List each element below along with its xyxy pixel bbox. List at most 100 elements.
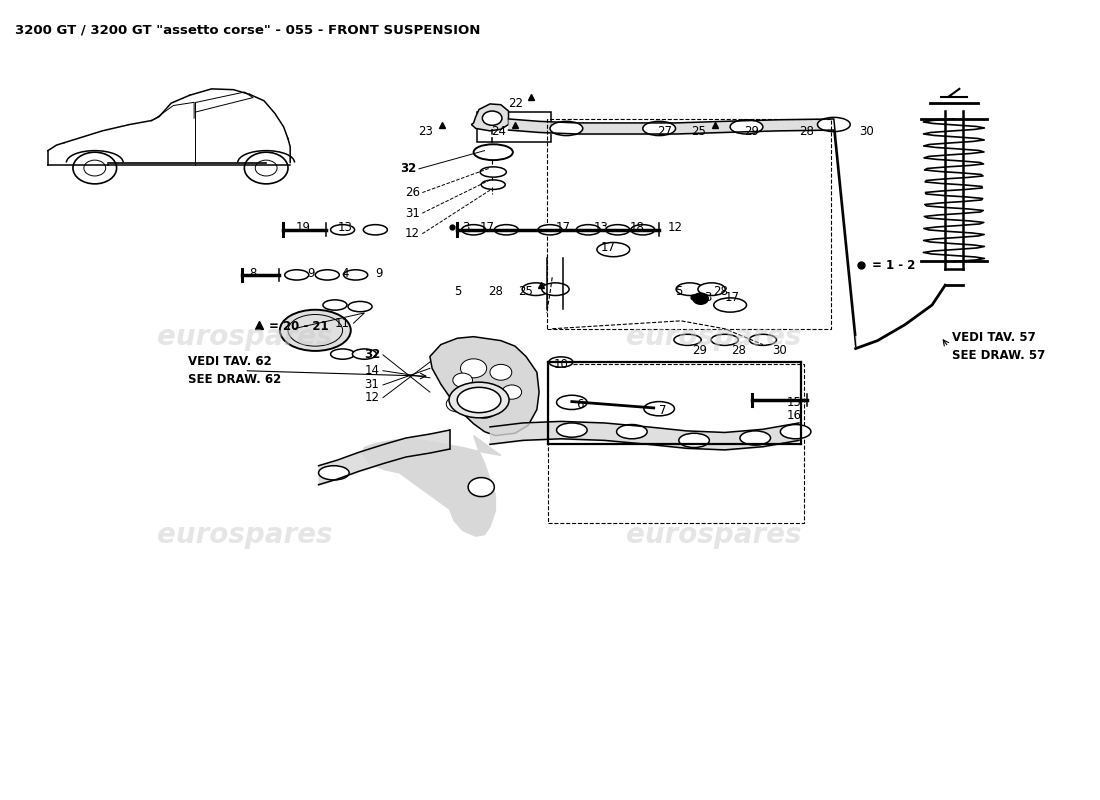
Text: 17: 17 (601, 241, 615, 254)
Text: 32: 32 (400, 162, 416, 175)
Circle shape (473, 401, 496, 418)
Text: 17: 17 (480, 221, 494, 234)
Text: = 1 - 2: = 1 - 2 (872, 259, 915, 272)
Text: 6: 6 (575, 398, 583, 411)
Text: 15: 15 (788, 396, 802, 409)
Text: 3200 GT / 3200 GT "assetto corse" - 055 - FRONT SUSPENSION: 3200 GT / 3200 GT "assetto corse" - 055 … (15, 24, 481, 37)
Text: 3: 3 (463, 221, 470, 234)
Ellipse shape (676, 283, 703, 295)
Circle shape (447, 396, 469, 412)
Text: 29: 29 (745, 125, 759, 138)
Text: 24: 24 (492, 125, 506, 138)
Ellipse shape (316, 270, 339, 280)
Ellipse shape (557, 395, 587, 410)
Polygon shape (430, 337, 539, 436)
Text: 27: 27 (657, 125, 672, 138)
Bar (548, 364, 804, 522)
Circle shape (453, 373, 473, 387)
Text: = 20 - 21: = 20 - 21 (270, 320, 329, 333)
Circle shape (482, 111, 502, 126)
Ellipse shape (617, 425, 647, 438)
Ellipse shape (730, 120, 763, 134)
Ellipse shape (644, 402, 674, 416)
Circle shape (502, 385, 521, 399)
Ellipse shape (714, 298, 747, 312)
Text: 28: 28 (732, 345, 746, 358)
Bar (477, 112, 551, 142)
Ellipse shape (576, 225, 601, 235)
Text: eurospares: eurospares (156, 322, 332, 350)
Ellipse shape (697, 283, 725, 295)
Ellipse shape (331, 225, 354, 235)
Ellipse shape (740, 431, 770, 445)
Text: 23: 23 (418, 125, 433, 138)
Text: 30: 30 (859, 125, 874, 138)
Circle shape (469, 478, 494, 497)
Text: 13: 13 (338, 221, 352, 234)
Ellipse shape (480, 167, 506, 177)
Ellipse shape (449, 382, 509, 418)
Polygon shape (362, 436, 500, 536)
Text: 28: 28 (799, 125, 814, 138)
Text: 32: 32 (364, 348, 381, 362)
Ellipse shape (597, 242, 629, 257)
Ellipse shape (557, 423, 587, 438)
Text: 16: 16 (786, 410, 802, 422)
Text: 22: 22 (508, 97, 522, 110)
Ellipse shape (462, 225, 485, 235)
Text: 31: 31 (405, 206, 420, 220)
Ellipse shape (817, 118, 850, 132)
Text: 31: 31 (364, 378, 380, 391)
Bar (547, 119, 830, 329)
Circle shape (461, 359, 486, 378)
Text: 25: 25 (691, 125, 706, 138)
Text: 18: 18 (630, 221, 645, 234)
Text: 17: 17 (725, 290, 740, 303)
Ellipse shape (522, 283, 550, 295)
Text: 13: 13 (594, 221, 608, 234)
Text: 8: 8 (250, 267, 256, 280)
Text: 12: 12 (405, 227, 420, 240)
Text: 5: 5 (454, 285, 462, 298)
Text: 28: 28 (488, 285, 503, 298)
Text: 12: 12 (668, 221, 683, 234)
Ellipse shape (630, 225, 654, 235)
Ellipse shape (542, 283, 569, 295)
Text: VEDI TAV. 57
SEE DRAW. 57: VEDI TAV. 57 SEE DRAW. 57 (952, 331, 1045, 362)
Ellipse shape (606, 225, 629, 235)
Text: 14: 14 (364, 364, 380, 378)
Ellipse shape (323, 300, 346, 310)
Text: VEDI TAV. 62
SEE DRAW. 62: VEDI TAV. 62 SEE DRAW. 62 (188, 355, 280, 386)
Ellipse shape (279, 310, 351, 351)
Text: 28: 28 (713, 285, 728, 298)
Text: 4: 4 (341, 267, 349, 280)
Text: 5: 5 (675, 285, 682, 298)
Text: 30: 30 (772, 345, 786, 358)
Ellipse shape (780, 425, 811, 438)
Circle shape (693, 293, 708, 304)
Ellipse shape (538, 225, 562, 235)
Ellipse shape (711, 334, 738, 346)
Ellipse shape (674, 334, 701, 346)
Ellipse shape (285, 270, 309, 280)
Polygon shape (472, 104, 508, 131)
Ellipse shape (642, 122, 675, 135)
Text: 29: 29 (692, 345, 707, 358)
Ellipse shape (319, 466, 349, 480)
Text: 3: 3 (704, 290, 712, 303)
Ellipse shape (549, 357, 573, 367)
Ellipse shape (352, 349, 376, 359)
Ellipse shape (474, 144, 513, 160)
Ellipse shape (494, 225, 518, 235)
Text: 7: 7 (659, 404, 667, 417)
Text: eurospares: eurospares (626, 521, 802, 549)
Ellipse shape (458, 387, 500, 413)
Ellipse shape (481, 180, 505, 190)
Text: 12: 12 (364, 391, 380, 404)
Text: 26: 26 (405, 186, 420, 199)
Ellipse shape (363, 225, 387, 235)
Text: eurospares: eurospares (626, 322, 802, 350)
Text: eurospares: eurospares (156, 521, 332, 549)
Ellipse shape (550, 122, 583, 135)
Circle shape (490, 364, 512, 380)
